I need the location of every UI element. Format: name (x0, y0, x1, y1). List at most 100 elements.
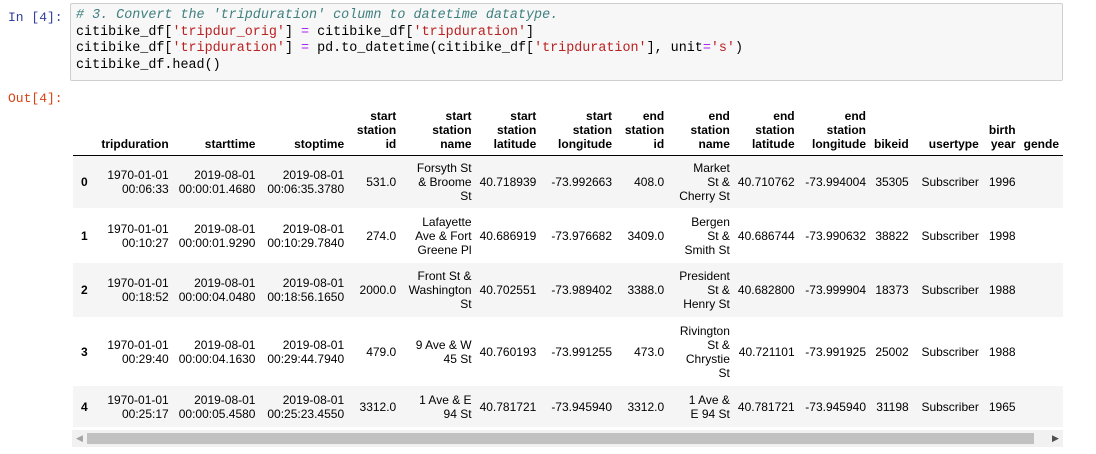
table-cell: 35305 (875, 174, 909, 189)
table-cell: 2019-08-01 00:06:35.3780 (267, 167, 345, 196)
table-cell: 2019-08-01 00:00:04.1630 (178, 337, 256, 366)
table-body: 0 1970-01-01 00:06:33 2019-08-01 00:00:01.46… (73, 155, 1063, 427)
table-cell: 3409.0 (627, 228, 665, 243)
table-cell: 40.781721 (737, 399, 795, 414)
table-cell: -73.991255 (551, 344, 613, 359)
table-cell: 1970-01-01 00:10:27 (107, 221, 169, 250)
input-prompt: In [4]: (8, 10, 63, 25)
row-index: 0 (81, 174, 88, 189)
table-cell: 1970-01-01 00:06:33 (107, 167, 169, 196)
table-cell: 2019-08-01 00:00:05.4580 (178, 392, 256, 421)
code-line-4: citibike_df.head() (76, 57, 221, 73)
table-row: 4 1970-01-01 00:25:17 2019-08-01 00:00:05.45… (73, 386, 1063, 427)
table-cell: 1970-01-01 00:18:52 (107, 276, 169, 304)
table-cell: 1970-01-01 00:29:40 (107, 337, 169, 366)
table-cell: -73.945940 (805, 399, 867, 414)
chevron-right-icon[interactable]: ▶ (1052, 433, 1059, 443)
table-cell: 2019-08-01 00:00:01.9290 (178, 221, 256, 250)
table-cell: Subscriber (921, 344, 979, 359)
column-header: end station name (690, 108, 730, 151)
table-cell: 18373 (875, 283, 909, 297)
table-row: 0 1970-01-01 00:06:33 2019-08-01 00:00:01.46… (73, 155, 1063, 208)
table-cell: 40.682800 (737, 283, 795, 297)
column-header: stoptime (294, 136, 345, 151)
row-index: 2 (81, 283, 88, 297)
dataframe-output: tripduration starttime stoptime start statio… (73, 96, 1063, 448)
table-cell: 40.760193 (479, 344, 537, 359)
table-cell: 38822 (875, 228, 909, 243)
table-cell: 40.718939 (479, 174, 537, 189)
table-cell: 1970-01-01 00:25:17 (107, 392, 169, 421)
table-cell: 2019-08-01 00:18:56.1650 (267, 276, 345, 304)
table-cell: 1 Ave & E 94 St (419, 392, 472, 421)
table-cell: 3312.0 (359, 399, 397, 414)
code-comment: # 3. Convert the 'tripduration' column t… (76, 8, 559, 23)
column-header: bikeid (874, 136, 909, 151)
dataframe-table: tripduration starttime stoptime start statio… (73, 96, 1063, 427)
table-cell: 479.0 (366, 344, 397, 359)
table-cell: Subscriber (921, 399, 979, 414)
table-cell: 2019-08-01 00:25:23.4550 (267, 392, 345, 421)
table-cell: -73.990632 (805, 228, 867, 243)
table-cell: 531.0 (366, 174, 397, 189)
table-cell: 40.702551 (479, 283, 537, 297)
horizontal-scrollbar[interactable]: ◀ ▶ (72, 430, 1063, 447)
table-row: 1 1970-01-01 00:10:27 2019-08-01 00:00:01.92… (73, 208, 1063, 263)
column-header: gende (1023, 136, 1059, 151)
table-cell: -73.945940 (551, 399, 613, 414)
table-cell: 40.781721 (479, 399, 537, 414)
table-cell: 2000.0 (359, 283, 397, 297)
column-header: usertype (928, 136, 979, 151)
column-header: start station name (432, 108, 472, 151)
code-line-2: citibike_df['tripdur_orig'] = citibike_d… (76, 24, 535, 40)
column-header: end station latitude (751, 108, 795, 151)
table-cell: 2019-08-01 00:00:04.0480 (178, 276, 256, 304)
table-cell: -73.992663 (551, 174, 613, 189)
table-cell: Bergen St & Smith St (684, 214, 730, 257)
table-cell: -73.994004 (805, 174, 867, 189)
table-cell (1020, 208, 1063, 263)
table-cell: Rivington St & Chrystie St (679, 323, 730, 380)
column-header: birth year (988, 122, 1016, 151)
table-cell: 1996 (988, 174, 1016, 189)
table-row: 2 1970-01-01 00:18:52 2019-08-01 00:00:04.04… (73, 263, 1063, 317)
table-cell: 9 Ave & W 45 St (415, 337, 472, 366)
table-cell: Front St & Washington St (408, 269, 472, 311)
table-cell: 2019-08-01 00:00:01.4680 (178, 167, 256, 196)
scrollbar-thumb[interactable] (87, 433, 1034, 444)
table-cell: 473.0 (634, 344, 665, 359)
code-cell-input[interactable]: # 3. Convert the 'tripduration' column t… (70, 3, 1063, 81)
column-header: end station id (624, 108, 665, 151)
table-cell: 3388.0 (627, 283, 665, 297)
table-cell (1020, 317, 1063, 386)
table-cell: 40.686919 (479, 228, 537, 243)
table-cell: 2019-08-01 00:29:44.7940 (267, 337, 345, 366)
table-cell: Subscriber (921, 174, 979, 189)
table-cell: -73.976682 (551, 228, 613, 243)
table-cell: 1988 (988, 283, 1016, 297)
row-index: 1 (81, 228, 88, 243)
row-index: 3 (81, 344, 88, 359)
table-cell (1020, 386, 1063, 427)
chevron-left-icon[interactable]: ◀ (76, 433, 83, 443)
column-header: start station id (356, 108, 397, 151)
table-cell: -73.991925 (805, 344, 867, 359)
column-header: starttime (204, 136, 256, 151)
table-cell: 40.721101 (738, 344, 795, 359)
table-cell: -73.989402 (551, 283, 613, 297)
table-cell: 3312.0 (627, 399, 665, 414)
table-cell: Market St & Cherry St (679, 160, 730, 203)
index-header (73, 96, 97, 155)
table-cell: -73.999904 (805, 283, 867, 297)
table-cell: 31198 (876, 399, 909, 414)
table-cell: Subscriber (921, 228, 979, 243)
table-cell: Lafayette Ave & Fort Greene Pl (415, 214, 472, 257)
row-index: 4 (81, 399, 88, 414)
table-cell: 1998 (988, 228, 1016, 243)
table-cell: 25002 (875, 344, 909, 359)
column-header: start station longitude (558, 108, 613, 151)
table-row: 3 1970-01-01 00:29:40 2019-08-01 00:00:04.16… (73, 317, 1063, 386)
table-cell: Forsyth St & Broome St (416, 160, 472, 203)
output-prompt: Out[4]: (8, 91, 63, 106)
column-header: end station longitude (812, 108, 867, 151)
